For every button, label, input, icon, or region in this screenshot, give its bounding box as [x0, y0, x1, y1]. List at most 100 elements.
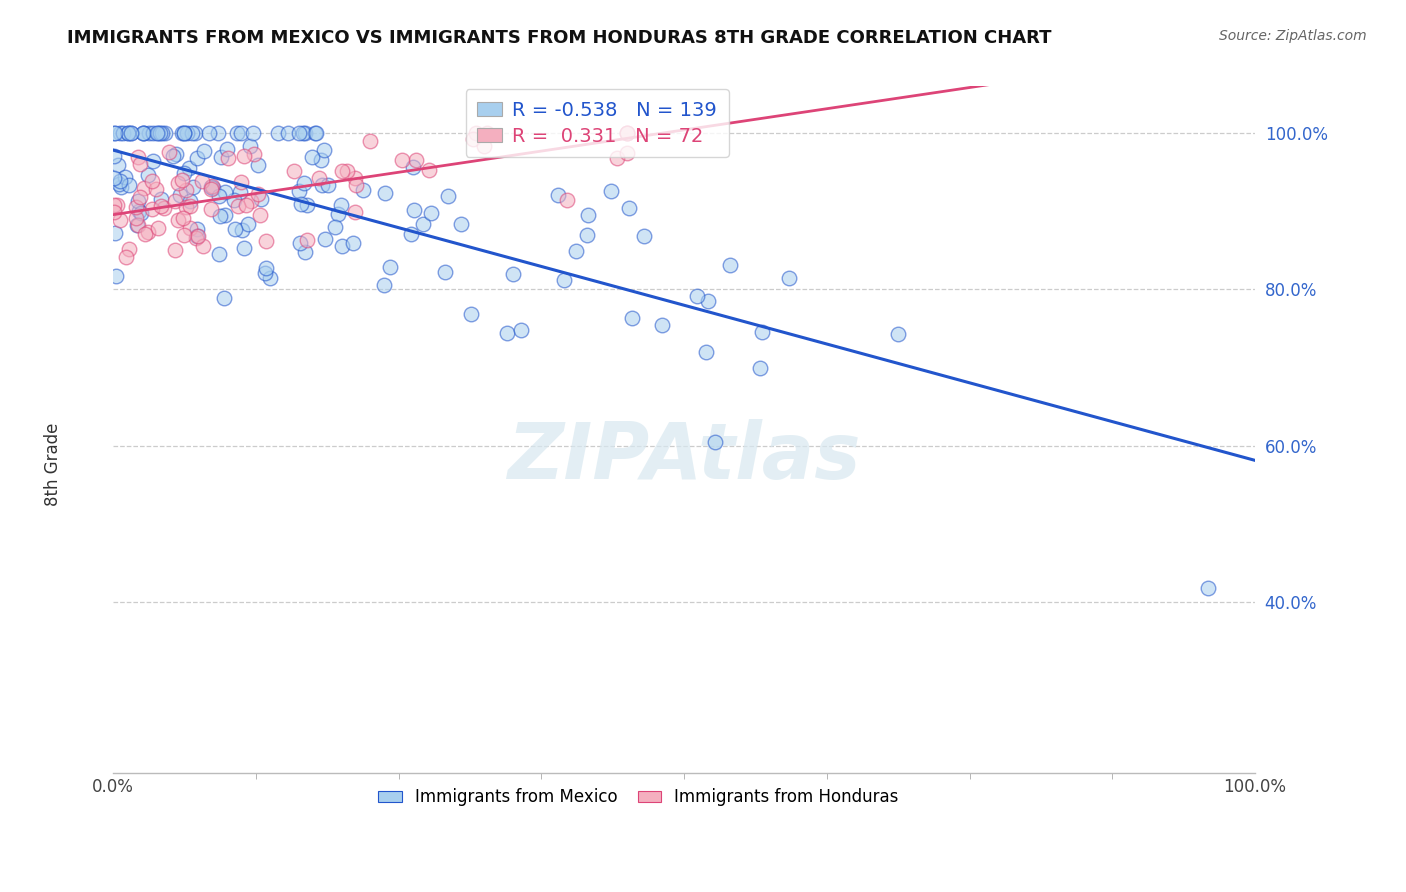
Point [242, 126, 264, 140]
Point [173, 126, 195, 140]
Point [418, 162, 440, 177]
Point [243, 146, 266, 161]
Point [103, 149, 125, 163]
Point [114, 170, 136, 185]
Point [117, 126, 139, 140]
Point [108, 212, 131, 227]
Point [433, 265, 456, 279]
Point [294, 245, 316, 260]
Point [212, 291, 235, 305]
Point [352, 183, 374, 197]
Point [314, 143, 336, 157]
Point [105, 198, 128, 212]
Point [174, 200, 197, 214]
Point [179, 220, 201, 235]
Point [695, 345, 717, 359]
Point [460, 307, 482, 321]
Point [172, 211, 194, 226]
Point [184, 231, 207, 245]
Point [142, 153, 165, 168]
Point [173, 126, 195, 140]
Point [344, 178, 367, 192]
Point [104, 126, 127, 140]
Point [620, 310, 643, 325]
Point [309, 153, 332, 168]
Point [547, 187, 569, 202]
Point [134, 227, 156, 241]
Point [103, 204, 125, 219]
Point [308, 171, 330, 186]
Point [373, 278, 395, 293]
Point [399, 227, 422, 242]
Point [330, 164, 353, 178]
Point [141, 174, 163, 188]
Point [217, 151, 239, 165]
Point [118, 243, 141, 257]
Text: 8th Grade: 8th Grade [45, 422, 62, 506]
Point [617, 202, 640, 216]
Point [419, 206, 441, 220]
Point [157, 145, 180, 159]
Point [132, 126, 155, 140]
Point [461, 131, 484, 145]
Point [1197, 581, 1219, 595]
Point [465, 126, 488, 140]
Point [138, 126, 160, 140]
Point [110, 126, 132, 140]
Point [233, 241, 256, 255]
Point [125, 211, 148, 225]
Point [198, 126, 221, 140]
Point [200, 202, 222, 216]
Point [606, 151, 628, 165]
Point [616, 146, 638, 161]
Point [125, 200, 148, 214]
Point [186, 222, 208, 236]
Point [142, 126, 165, 140]
Point [704, 434, 727, 449]
Point [253, 266, 276, 280]
Point [553, 273, 575, 287]
Point [202, 181, 225, 195]
Point [153, 201, 176, 215]
Point [176, 126, 198, 140]
Point [233, 149, 256, 163]
Point [181, 179, 204, 194]
Point [162, 149, 184, 163]
Point [103, 126, 125, 140]
Point [295, 198, 318, 212]
Text: Source: ZipAtlas.com: Source: ZipAtlas.com [1219, 29, 1367, 43]
Point [402, 160, 425, 174]
Point [887, 326, 910, 341]
Point [565, 244, 588, 259]
Point [236, 217, 259, 231]
Text: ZIPAtlas: ZIPAtlas [508, 419, 860, 495]
Point [132, 126, 155, 140]
Point [209, 209, 232, 223]
Point [136, 168, 159, 182]
Point [117, 126, 139, 140]
Point [108, 177, 131, 191]
Point [231, 175, 253, 189]
Point [239, 139, 262, 153]
Point [231, 222, 253, 236]
Point [150, 199, 173, 213]
Point [169, 187, 191, 202]
Point [718, 258, 741, 272]
Point [173, 166, 195, 180]
Point [267, 126, 290, 140]
Point [128, 190, 150, 204]
Point [200, 180, 222, 194]
Point [103, 197, 125, 211]
Point [304, 126, 326, 140]
Point [153, 126, 176, 140]
Point [226, 198, 249, 212]
Point [616, 126, 638, 140]
Point [751, 325, 773, 339]
Point [472, 139, 495, 153]
Point [254, 261, 277, 276]
Point [224, 222, 246, 236]
Point [208, 189, 231, 203]
Point [165, 147, 187, 161]
Point [146, 220, 169, 235]
Point [283, 163, 305, 178]
